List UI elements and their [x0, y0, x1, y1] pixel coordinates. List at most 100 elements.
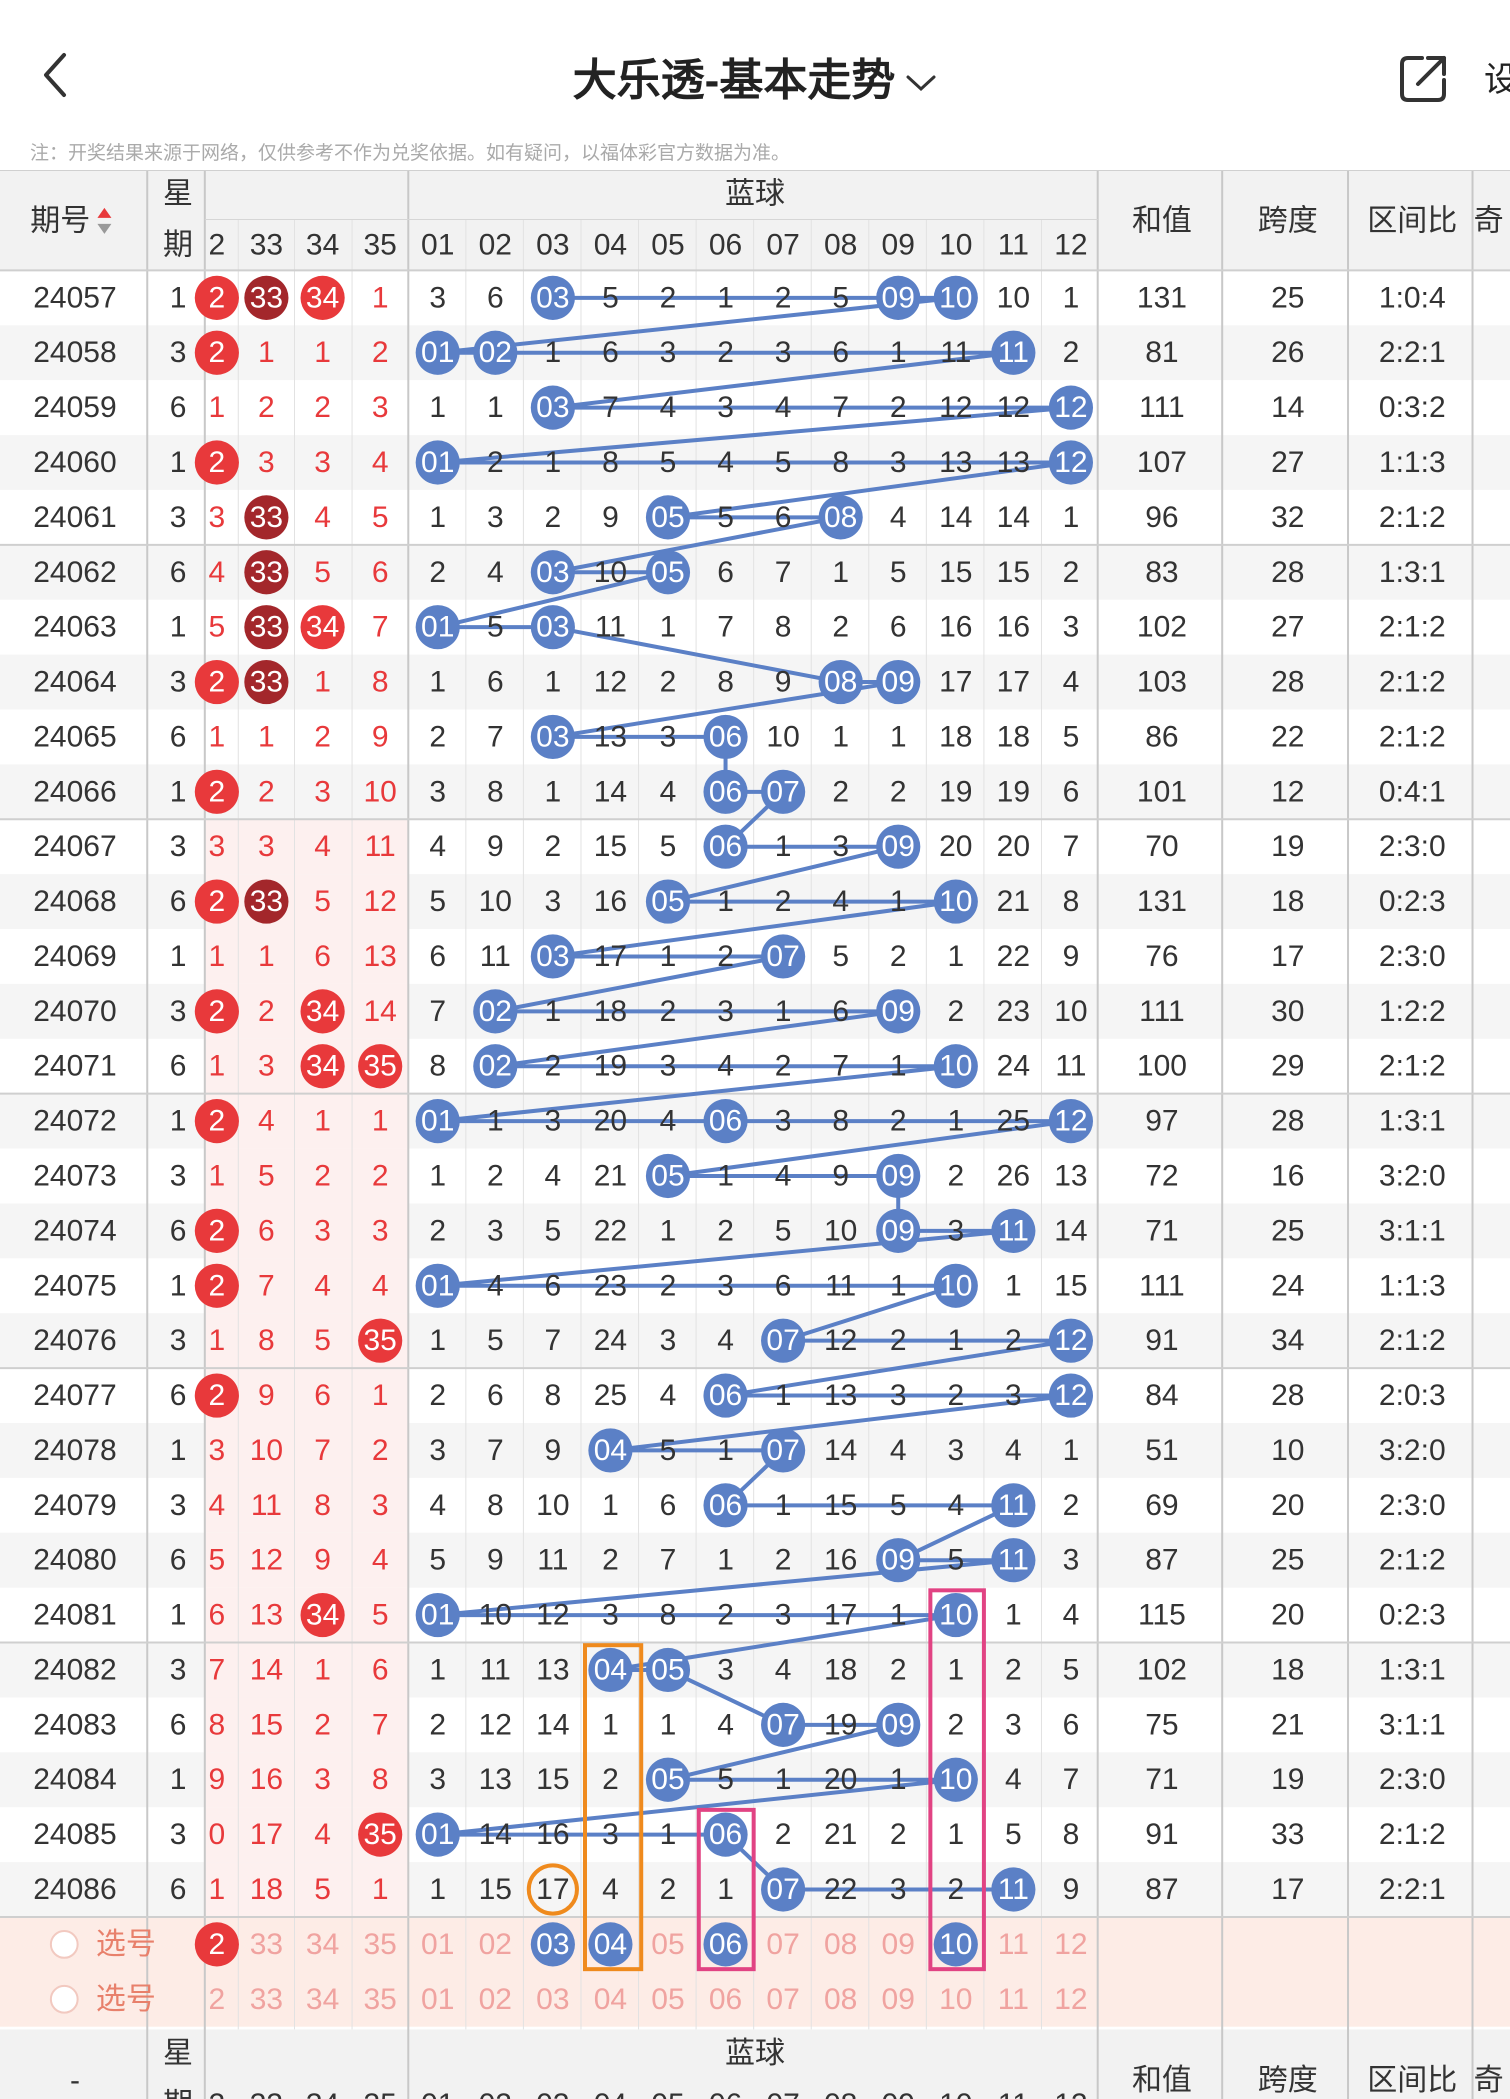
weekday: 6 — [170, 1379, 187, 1412]
blue-ball — [473, 330, 518, 375]
selected-blue-ball[interactable] — [588, 1922, 633, 1967]
sort-arrows-icon[interactable] — [97, 223, 112, 234]
settings-button[interactable]: 设 — [1484, 61, 1510, 99]
blue-miss-count: 2 — [947, 995, 964, 1028]
selectable-blue-number: 04 — [594, 1983, 627, 2016]
blue-miss-count: 1 — [660, 1708, 677, 1741]
header-ratio: 区间比 — [1367, 204, 1457, 237]
selected-blue-ball[interactable] — [530, 1922, 575, 1967]
blue-ball-number: 09 — [882, 666, 915, 699]
blue-miss-count: 5 — [832, 281, 849, 314]
blue-ball — [703, 824, 748, 869]
blue-ball-number: 01 — [421, 446, 454, 479]
issue-number: 24062 — [33, 556, 116, 589]
blue-ball — [876, 275, 921, 320]
ratio-value: 2:1:2 — [1379, 1544, 1446, 1577]
blue-ball — [415, 1099, 460, 1144]
ratio-value: 2:1:2 — [1379, 1324, 1446, 1357]
blue-miss-count: 9 — [545, 1434, 562, 1467]
span-value: 34 — [1271, 1324, 1304, 1357]
footer-blue-number-05: 05 — [651, 2088, 684, 2099]
back-chevron-icon[interactable] — [36, 50, 76, 100]
span-value: 12 — [1271, 775, 1304, 808]
blue-miss-count: 6 — [717, 556, 734, 589]
blue-ball-number: 03 — [536, 556, 569, 589]
blue-ball — [1048, 1318, 1094, 1363]
blue-miss-count: 6 — [487, 1379, 504, 1412]
blue-miss-count: 2 — [832, 611, 849, 644]
ratio-value: 2:1:2 — [1379, 611, 1446, 644]
blue-ball-number: 09 — [882, 1214, 915, 1247]
page-title-dropdown[interactable]: 大乐透-基本走势 — [0, 44, 1510, 108]
issue-number: 24069 — [33, 940, 116, 973]
blue-ball — [415, 1263, 460, 1308]
red-miss-count: 1 — [209, 720, 226, 753]
red-ball — [194, 769, 239, 814]
blue-miss-count: 1 — [717, 1873, 734, 1906]
selected-red-number: 2 — [209, 1928, 226, 1961]
span-value: 14 — [1271, 391, 1304, 424]
selectable-red-number: 34 — [306, 1928, 339, 1961]
blue-ball — [761, 934, 806, 979]
blue-ball-number: 05 — [651, 556, 684, 589]
red-miss-count: 13 — [250, 1599, 283, 1632]
blue-miss-count: 4 — [429, 830, 446, 863]
red-miss-count: 2 — [372, 336, 389, 369]
span-value: 28 — [1271, 1105, 1304, 1138]
red-miss-count: 6 — [314, 940, 331, 973]
blue-ball — [588, 1428, 633, 1473]
issue-number: 24063 — [33, 611, 116, 644]
blue-miss-count: 1 — [545, 995, 562, 1028]
blue-miss-count: 15 — [1054, 1269, 1087, 1302]
header-blue-number-02: 02 — [479, 228, 512, 261]
share-icon[interactable] — [1396, 50, 1452, 106]
ratio-value: 3:1:1 — [1379, 1708, 1446, 1741]
blue-ball-number: 05 — [651, 885, 684, 918]
red-ball — [300, 605, 345, 650]
ratio-value: 1:3:1 — [1379, 1653, 1446, 1686]
selectable-blue-number: 12 — [1054, 1983, 1087, 2016]
radio-circle-icon[interactable] — [49, 1984, 79, 2014]
ratio-value: 0:2:3 — [1379, 1599, 1446, 1632]
blue-miss-count: 1 — [890, 720, 907, 753]
header-bg — [0, 170, 1510, 271]
blue-miss-count: 6 — [487, 281, 504, 314]
red-ball — [194, 330, 239, 375]
red-miss-count: 8 — [209, 1708, 226, 1741]
selected-blue-ball[interactable] — [933, 1922, 978, 1967]
blue-ball-number: 01 — [421, 1818, 454, 1851]
header-blue-number-01: 01 — [421, 228, 454, 261]
weekday: 6 — [170, 885, 187, 918]
footer-blue-number-07: 07 — [766, 2088, 799, 2099]
red-miss-count: 3 — [372, 1214, 389, 1247]
app-header: 大乐透-基本走势 设 注：开奖结果来源于网络，仅供参考不作为兑奖依据。如有疑问，… — [0, 0, 1510, 164]
issue-number: 24066 — [33, 775, 116, 808]
blue-miss-count: 1 — [487, 1105, 504, 1138]
red-miss-count: 3 — [258, 1050, 275, 1083]
blue-ball — [645, 495, 691, 540]
red-ball — [358, 1812, 403, 1857]
blue-ball-number: 04 — [594, 1434, 627, 1467]
issue-number: 24065 — [33, 720, 116, 753]
red-miss-count: 1 — [209, 940, 226, 973]
selected-blue-ball[interactable] — [703, 1922, 748, 1967]
issue-column-header[interactable]: 期号 — [30, 204, 90, 237]
blue-miss-count: 17 — [824, 1599, 857, 1632]
selected-red-ball[interactable] — [194, 1922, 239, 1967]
weekday: 6 — [170, 720, 187, 753]
blue-ball-number: 01 — [421, 336, 454, 369]
blue-miss-count: 2 — [890, 1105, 907, 1138]
blue-miss-count: 19 — [824, 1708, 857, 1741]
sum-value: 81 — [1145, 336, 1178, 369]
blue-miss-count: 14 — [824, 1434, 857, 1467]
red-ball — [194, 1373, 239, 1418]
radio-circle-icon[interactable] — [49, 1930, 79, 1959]
blue-miss-count: 6 — [890, 611, 907, 644]
issue-number: 24086 — [33, 1873, 116, 1906]
weekday: 6 — [170, 1214, 187, 1247]
sort-arrows-icon[interactable] — [97, 207, 112, 218]
header-blue-title: 蓝球 — [725, 178, 785, 211]
issue-number: 24070 — [33, 995, 116, 1028]
blue-ball-number: 06 — [709, 720, 742, 753]
ratio-value: 2:1:2 — [1379, 501, 1446, 534]
